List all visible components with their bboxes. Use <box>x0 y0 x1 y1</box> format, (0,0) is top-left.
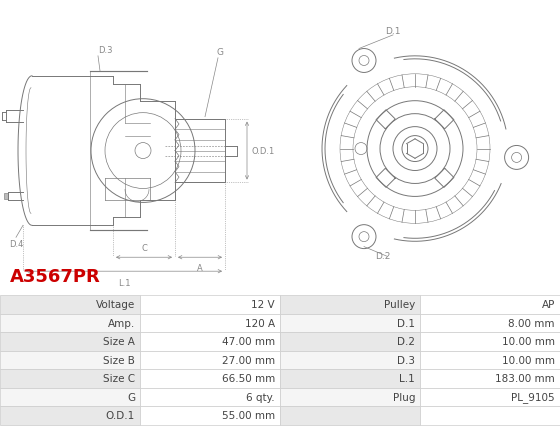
Text: 10.00 mm: 10.00 mm <box>502 355 555 365</box>
Text: D.1: D.1 <box>385 27 400 36</box>
Bar <box>0 314 140 332</box>
Text: D.2: D.2 <box>397 336 415 346</box>
Text: 6 qty.: 6 qty. <box>246 392 275 402</box>
Text: G: G <box>127 392 135 402</box>
Bar <box>420 369 560 388</box>
Text: Size C: Size C <box>103 374 135 383</box>
Bar <box>140 296 280 314</box>
Text: Pulley: Pulley <box>384 300 415 310</box>
Bar <box>280 369 420 388</box>
Text: 55.00 mm: 55.00 mm <box>222 410 275 420</box>
Text: G: G <box>217 48 223 57</box>
Bar <box>420 388 560 406</box>
Bar <box>140 314 280 332</box>
Bar <box>0 406 140 424</box>
Bar <box>0 332 140 351</box>
Text: O.D.1: O.D.1 <box>106 410 135 420</box>
Bar <box>0 351 140 369</box>
Text: A3567PR: A3567PR <box>10 268 101 286</box>
Bar <box>420 351 560 369</box>
Text: L.1: L.1 <box>118 279 130 287</box>
Bar <box>140 369 280 388</box>
Bar <box>140 406 280 424</box>
Text: 66.50 mm: 66.50 mm <box>222 374 275 383</box>
Bar <box>280 388 420 406</box>
Text: PL_9105: PL_9105 <box>511 392 555 403</box>
Text: L.1: L.1 <box>399 374 415 383</box>
Bar <box>280 314 420 332</box>
Text: Amp.: Amp. <box>108 318 135 328</box>
Text: D.2: D.2 <box>375 252 390 261</box>
Bar <box>0 369 140 388</box>
Bar <box>420 296 560 314</box>
Text: Size B: Size B <box>103 355 135 365</box>
Text: 27.00 mm: 27.00 mm <box>222 355 275 365</box>
Bar <box>4 194 8 200</box>
Bar <box>280 351 420 369</box>
Text: D.1: D.1 <box>397 318 415 328</box>
Text: 47.00 mm: 47.00 mm <box>222 336 275 346</box>
Text: C: C <box>141 244 147 253</box>
Text: A: A <box>197 264 203 272</box>
Text: 183.00 mm: 183.00 mm <box>495 374 555 383</box>
Bar <box>280 406 420 424</box>
Bar <box>420 314 560 332</box>
Bar <box>420 406 560 424</box>
Bar <box>140 332 280 351</box>
Bar <box>0 296 140 314</box>
Text: 12 V: 12 V <box>251 300 275 310</box>
Text: 120 A: 120 A <box>245 318 275 328</box>
Text: 10.00 mm: 10.00 mm <box>502 336 555 346</box>
Bar <box>0 388 140 406</box>
Text: O.D.1: O.D.1 <box>251 147 274 155</box>
Bar <box>420 332 560 351</box>
Text: 8.00 mm: 8.00 mm <box>508 318 555 328</box>
Bar <box>280 332 420 351</box>
Bar <box>140 388 280 406</box>
Text: D.3: D.3 <box>98 46 113 55</box>
Text: D.4: D.4 <box>9 240 23 249</box>
Bar <box>280 296 420 314</box>
Text: Size A: Size A <box>103 336 135 346</box>
Text: Plug: Plug <box>393 392 415 402</box>
Text: D.3: D.3 <box>397 355 415 365</box>
Text: AP: AP <box>542 300 555 310</box>
Text: Voltage: Voltage <box>96 300 135 310</box>
Bar <box>140 351 280 369</box>
